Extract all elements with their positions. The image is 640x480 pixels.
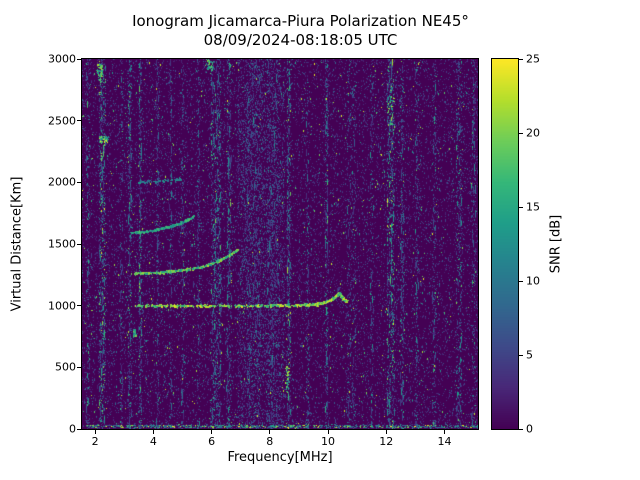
chart-title: Ionogram Jicamarca-Piura Polarization NE… xyxy=(132,12,469,30)
colorbar xyxy=(491,58,519,430)
colorbar-tick-mark xyxy=(519,132,523,134)
x-tick-label: 10 xyxy=(321,435,336,448)
colorbar-tick-mark xyxy=(519,58,523,60)
y-tick-mark xyxy=(77,305,81,307)
y-tick-label: 3000 xyxy=(48,52,76,66)
chart-subtitle: 08/09/2024-08:18:05 UTC xyxy=(203,31,398,49)
x-tick-mark xyxy=(94,430,96,434)
y-tick-mark xyxy=(77,243,81,245)
x-tick-label: 14 xyxy=(437,435,452,448)
x-tick-mark xyxy=(269,430,271,434)
x-tick-label: 12 xyxy=(379,435,394,448)
colorbar-tick-mark xyxy=(519,280,523,282)
colorbar-tick-mark xyxy=(519,354,523,356)
y-tick-label: 2000 xyxy=(48,175,76,189)
x-tick-mark xyxy=(211,430,213,434)
colorbar-tick-label: 0 xyxy=(526,422,533,436)
x-tick-label: 4 xyxy=(149,435,157,448)
x-tick-label: 8 xyxy=(266,435,274,448)
colorbar-gradient xyxy=(492,59,518,429)
y-tick-label: 2500 xyxy=(48,114,76,128)
x-tick-label: 2 xyxy=(91,435,99,448)
y-tick-mark xyxy=(77,58,81,60)
colorbar-tick-label: 25 xyxy=(526,52,540,66)
y-tick-label: 1000 xyxy=(48,299,76,313)
x-tick-mark xyxy=(327,430,329,434)
colorbar-tick-label: 15 xyxy=(526,200,540,214)
colorbar-tick-mark xyxy=(519,206,523,208)
colorbar-tick-label: 5 xyxy=(526,348,533,362)
colorbar-tick-label: 10 xyxy=(526,274,540,288)
y-tick-label: 500 xyxy=(55,360,76,374)
ionogram-heatmap xyxy=(81,58,479,430)
y-tick-mark xyxy=(77,120,81,122)
x-axis-label: Frequency[MHz] xyxy=(227,450,333,465)
x-tick-label: 6 xyxy=(208,435,216,448)
x-tick-mark xyxy=(152,430,154,434)
y-tick-label: 1500 xyxy=(48,237,76,251)
colorbar-tick-label: 20 xyxy=(526,126,540,140)
x-tick-mark xyxy=(385,430,387,434)
y-tick-label: 0 xyxy=(69,422,76,436)
y-tick-mark xyxy=(77,428,81,430)
colorbar-label: SNR [dB] xyxy=(548,214,564,274)
x-tick-mark xyxy=(444,430,445,434)
y-tick-mark xyxy=(77,181,81,183)
y-tick-mark xyxy=(77,366,81,368)
y-axis-label: Virtual Distance[Km] xyxy=(9,176,25,312)
colorbar-tick-mark xyxy=(519,428,523,430)
